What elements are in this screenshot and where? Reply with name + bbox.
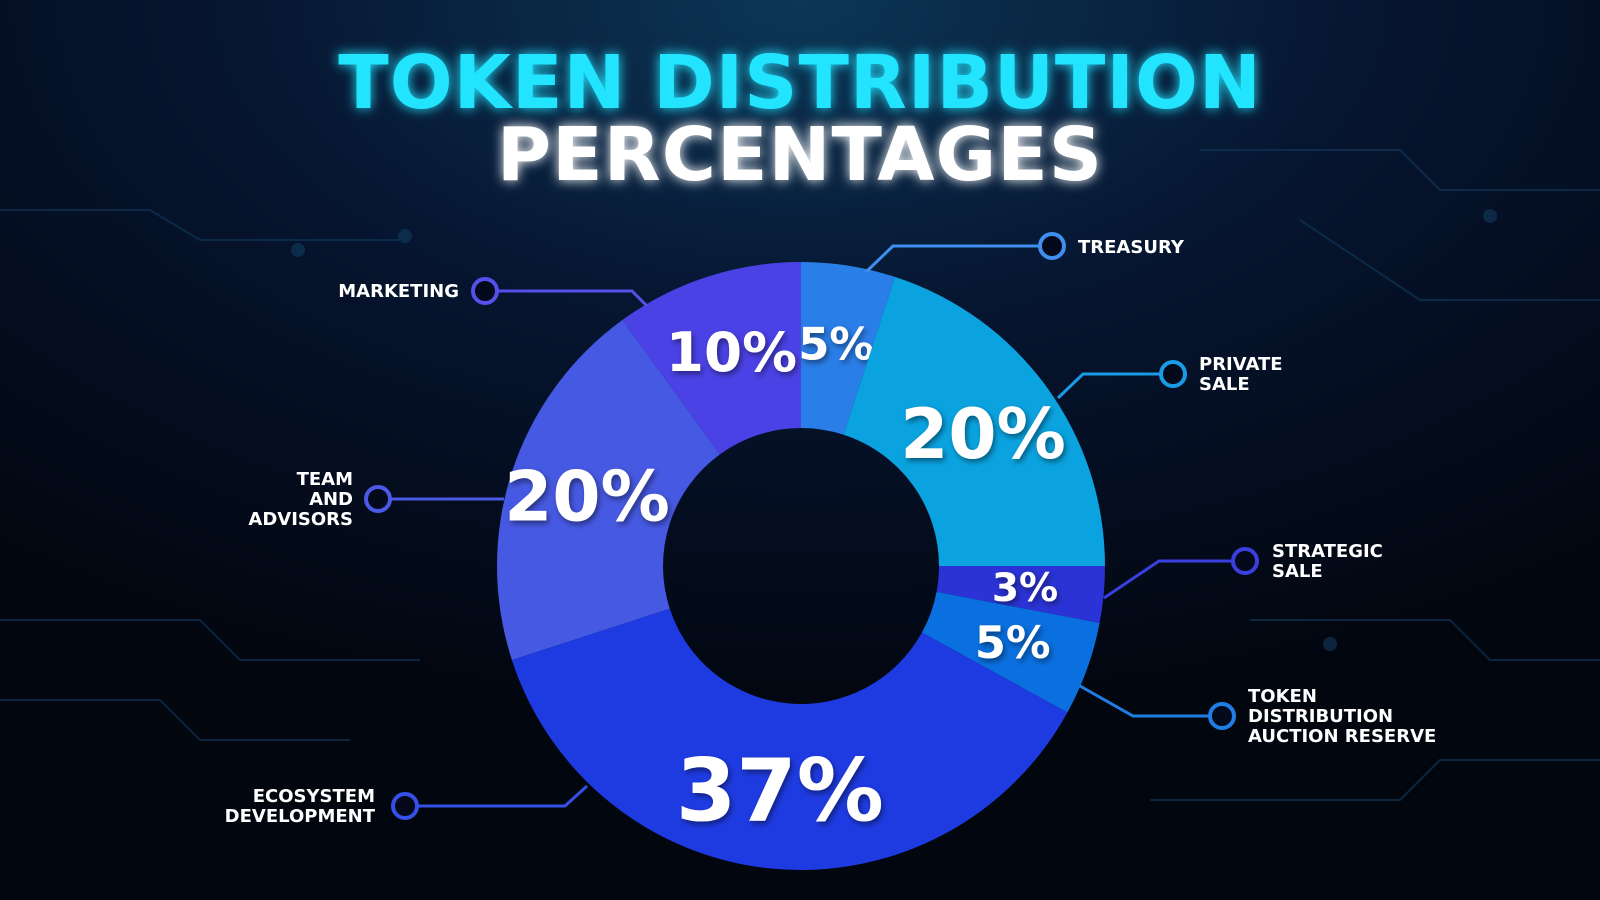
callout-line bbox=[864, 244, 1040, 274]
category-label: ECOSYSTEM DEVELOPMENT bbox=[225, 786, 376, 827]
slice bbox=[622, 262, 801, 455]
slice bbox=[843, 276, 1105, 566]
value-label: 20% bbox=[900, 395, 1066, 475]
slice bbox=[936, 566, 1105, 623]
callout-dot bbox=[391, 792, 419, 820]
callout-line bbox=[1079, 684, 1210, 718]
callout-dot bbox=[1038, 232, 1066, 260]
chart-title: TOKEN DISTRIBUTION bbox=[338, 40, 1262, 126]
category-label: MARKETING bbox=[338, 281, 459, 302]
category-label: TREASURY bbox=[1078, 237, 1185, 258]
callout-dot bbox=[1208, 702, 1236, 730]
category-label: STRATEGIC SALE bbox=[1272, 541, 1383, 582]
value-label: 5% bbox=[798, 318, 874, 370]
callout-line bbox=[497, 289, 649, 308]
callouts: TREASURY PRIVATE SALE STRATEGIC SALE TOKEN DIS… bbox=[225, 232, 1436, 827]
value-label: 3% bbox=[992, 566, 1058, 611]
value-label: 5% bbox=[975, 617, 1051, 669]
value-label: 37% bbox=[676, 740, 884, 841]
category-label: PRIVATE SALE bbox=[1199, 354, 1283, 395]
value-label: 10% bbox=[666, 320, 797, 384]
value-label: 20% bbox=[504, 458, 670, 538]
chart-subtitle: PERCENTAGES bbox=[497, 112, 1103, 198]
category-label: TOKEN DISTRIBUTION AUCTION RESERVE bbox=[1248, 686, 1436, 747]
slice bbox=[921, 591, 1100, 713]
slice bbox=[496, 320, 720, 660]
callout-dot bbox=[1231, 547, 1259, 575]
callout-dot bbox=[471, 277, 499, 305]
callout-line bbox=[1056, 372, 1161, 400]
category-label: TEAM AND ADVISORS bbox=[248, 469, 353, 530]
callout-line bbox=[417, 784, 589, 808]
callout-dot bbox=[364, 485, 392, 513]
callout-dot bbox=[1159, 360, 1187, 388]
slice bbox=[511, 608, 1068, 870]
slice bbox=[801, 262, 895, 435]
callout-line bbox=[1103, 559, 1233, 600]
donut: 5% 20% 3% 5% 37% 20% 10% bbox=[496, 262, 1105, 870]
circuit-decoration bbox=[0, 149, 1600, 801]
